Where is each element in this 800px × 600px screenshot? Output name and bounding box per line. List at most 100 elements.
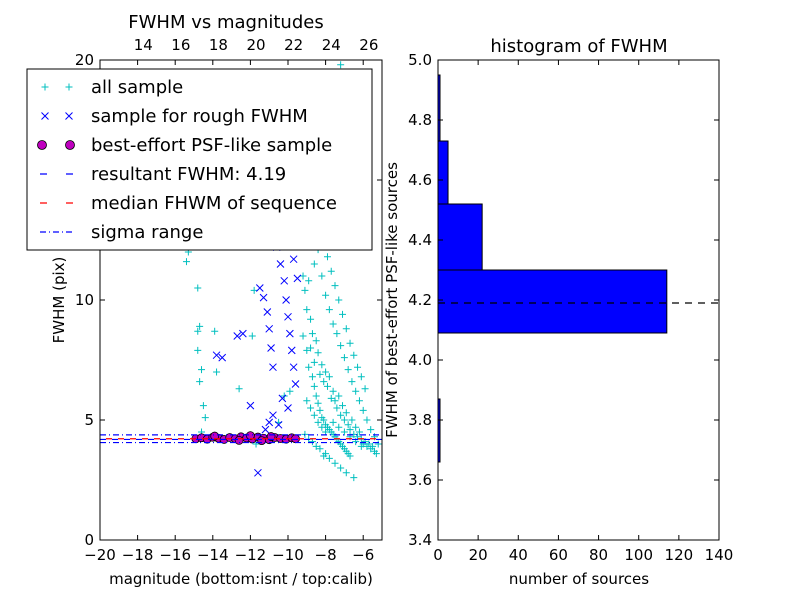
all-sample-point — [331, 459, 339, 467]
legend-label: best-effort PSF-like sample — [91, 135, 332, 156]
all-sample-point — [357, 442, 365, 450]
histogram-title: histogram of FWHM — [490, 36, 667, 57]
all-sample-point — [303, 306, 311, 314]
histogram-x-ticks: 0 20 40 60 80 100 120 140 — [433, 60, 733, 564]
histogram-bar — [437, 140, 449, 205]
rough-sample-point — [293, 274, 302, 283]
all-sample-point — [299, 272, 307, 280]
all-sample-point — [325, 373, 333, 381]
rough-sample-point — [286, 329, 294, 338]
histogram-y-tick-label: 4.4 — [408, 231, 432, 249]
legend-circle-glyph — [37, 140, 47, 150]
all-sample-point — [352, 423, 360, 431]
all-sample-point — [182, 258, 190, 266]
rough-sample-point — [239, 329, 247, 338]
legend-x-glyph — [41, 112, 49, 120]
all-sample-point — [198, 366, 206, 374]
all-sample-point — [333, 404, 341, 412]
all-sample-point — [248, 332, 256, 340]
all-sample-point — [342, 409, 350, 417]
rough-sample-point — [289, 363, 298, 372]
all-sample-point — [350, 474, 358, 482]
all-sample-point — [320, 378, 328, 386]
all-sample-point — [337, 342, 345, 350]
all-sample-point — [312, 442, 320, 450]
rough-sample-point — [212, 351, 221, 360]
all-sample-point — [333, 330, 341, 338]
scatter-top-tick-label: 22 — [284, 36, 303, 54]
all-sample-point — [363, 416, 371, 424]
all-sample-point — [320, 416, 328, 424]
all-sample-point — [361, 385, 369, 393]
all-sample-point — [354, 363, 362, 371]
all-sample-point — [303, 346, 311, 354]
all-sample-point — [350, 351, 358, 359]
all-sample-point — [331, 397, 339, 405]
legend-label: resultant FWHM: 4.19 — [91, 164, 286, 185]
all-sample-point — [365, 440, 373, 448]
scatter-panel: FWHM vs magnitudes −20 −18 −16 −14 −12 −10 −8−… — [26, 12, 383, 588]
histogram-y-tick-label: 4.6 — [408, 171, 432, 189]
rough-sample-point — [276, 260, 285, 268]
rough-sample-point — [269, 411, 277, 420]
histogram-x-tick-label: 0 — [433, 546, 443, 564]
scatter-y-tick-label: 10 — [75, 291, 94, 309]
all-sample-point — [213, 368, 221, 376]
all-sample-point — [318, 423, 326, 431]
all-sample-point — [355, 397, 363, 405]
all-sample-point — [337, 464, 345, 472]
legend-marker-plus — [41, 83, 73, 91]
scatter-y-tick-label: 20 — [75, 51, 94, 69]
rough-sample-point — [259, 293, 268, 302]
all-sample-point — [310, 382, 318, 390]
rough-sample-point — [287, 346, 296, 355]
all-sample-point — [201, 414, 209, 422]
rough-sample-point — [254, 468, 262, 477]
histogram-y-tick-label: 5.0 — [408, 51, 432, 69]
rough-sample-point — [265, 418, 274, 427]
histogram-y-label: FWHM of best-effort PSF-like sources — [383, 162, 401, 438]
all-sample-point — [307, 344, 315, 352]
all-sample-point — [348, 416, 356, 424]
all-sample-point — [337, 411, 345, 419]
rough-sample-point — [263, 308, 272, 316]
scatter-top-tick-label: 24 — [322, 36, 341, 54]
all-sample-point — [250, 286, 258, 294]
histogram-y-tick-label: 3.4 — [408, 531, 432, 549]
histogram-x-tick-label: 80 — [589, 546, 608, 564]
rough-sample-point — [282, 296, 290, 304]
legend-marker-x — [41, 112, 73, 120]
all-sample-point — [355, 428, 363, 436]
rough-sample-point — [233, 332, 242, 340]
psf-sample-point — [245, 431, 255, 441]
all-sample-point — [344, 366, 352, 374]
all-sample-point — [323, 382, 331, 390]
all-sample-point — [308, 373, 316, 381]
all-sample-point — [310, 358, 318, 366]
scatter-top-tick-label: 26 — [359, 36, 378, 54]
histogram-plot-area — [437, 74, 719, 463]
legend-plus-glyph — [65, 83, 73, 91]
legend-label: median FHWM of sequence — [91, 193, 337, 214]
all-sample-point — [325, 454, 333, 462]
scatter-top-tick-label: 14 — [134, 36, 153, 54]
legend-label: sigma range — [91, 222, 203, 243]
rough-sample-point — [274, 420, 283, 429]
rough-sample-point — [291, 380, 300, 388]
scatter-top-tick-label: 16 — [171, 36, 190, 54]
scatter-y-tick-label: 0 — [84, 531, 94, 549]
scatter-title: FWHM vs magnitudes — [128, 12, 323, 33]
all-sample-point — [307, 404, 315, 412]
legend-label: all sample — [91, 77, 183, 98]
scatter-x-tick-label: −16 — [159, 546, 191, 564]
all-sample-point — [318, 272, 326, 280]
all-sample-point — [305, 363, 313, 371]
scatter-legend: all sample sample for rough FWHM best-effo… — [26, 68, 373, 251]
all-sample-point — [325, 306, 333, 314]
rough-sample-point — [255, 284, 264, 292]
scatter-top-ticks: 14 16 18 20 22 24 26 — [134, 36, 379, 54]
all-sample-point — [286, 387, 294, 395]
all-sample-point — [344, 421, 352, 429]
legend-box — [26, 68, 373, 251]
all-sample-point — [372, 450, 380, 458]
